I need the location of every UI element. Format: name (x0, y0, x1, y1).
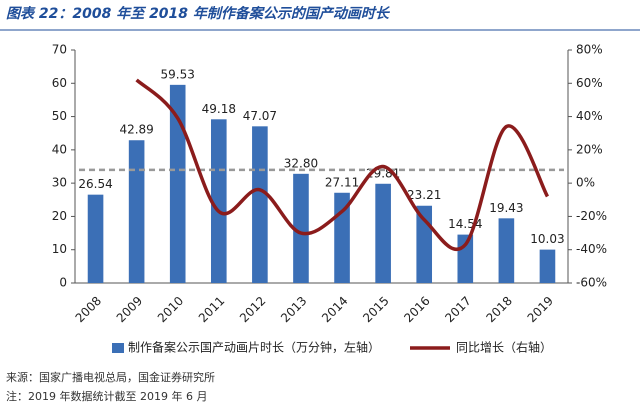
bar (498, 218, 515, 283)
value-label: 42.89 (119, 123, 153, 137)
x-tick-label: 2009 (114, 294, 145, 325)
x-tick-label: 2019 (525, 294, 556, 325)
y-tick-label: 60 (52, 76, 67, 90)
y2-tick-label: 40% (576, 109, 603, 123)
bar (293, 173, 309, 283)
value-label: 49.18 (202, 102, 236, 116)
value-label: 47.07 (243, 109, 277, 123)
source-note: 来源：国家广播电视总局，国金证券研究所 (6, 370, 215, 384)
x-tick-label: 2010 (155, 294, 186, 325)
y-tick-label: 0 (59, 276, 67, 290)
yoy-line (135, 78, 550, 252)
legend-swatch (112, 343, 124, 353)
y-tick-label: 10 (52, 242, 67, 256)
bar (539, 249, 556, 283)
legend-label: 同比增长（右轴） (456, 340, 552, 355)
value-label: 10.03 (530, 232, 564, 246)
x-tick-label: 2015 (360, 294, 391, 325)
y-tick-label: 50 (52, 109, 67, 123)
x-tick-label: 2012 (237, 294, 268, 325)
x-tick-label: 2014 (319, 294, 350, 325)
y2-tick-label: 0% (576, 176, 595, 190)
bar (210, 119, 227, 283)
value-label: 26.54 (78, 177, 112, 191)
y-tick-label: 70 (52, 43, 67, 57)
value-label: 19.43 (489, 201, 523, 215)
bar (375, 183, 391, 283)
x-tick-label: 2008 (73, 294, 104, 325)
value-label: 59.53 (161, 67, 195, 81)
bar (252, 126, 268, 283)
y2-tick-label: 20% (576, 142, 603, 156)
x-tick-label: 2016 (401, 294, 432, 325)
y-tick-label: 30 (52, 176, 67, 190)
bar (87, 194, 104, 283)
y2-tick-label: 80% (576, 43, 603, 57)
chart-title: 图表 22：2008 年至 2018 年制作备案公示的国产动画时长 (6, 5, 391, 22)
value-label: 27.11 (325, 175, 359, 189)
value-label: 32.80 (284, 156, 318, 170)
y2-tick-label: -40% (576, 242, 607, 256)
x-tick-label: 2011 (196, 294, 227, 325)
x-tick-label: 2018 (483, 294, 514, 325)
y2-tick-label: 60% (576, 76, 603, 90)
y2-tick-label: -60% (576, 276, 607, 290)
y2-tick-label: -20% (576, 209, 607, 223)
legend-label: 制作备案公示国产动画片时长（万分钟，左轴） (128, 340, 380, 355)
bar (128, 140, 145, 283)
x-tick-label: 2013 (278, 294, 309, 325)
value-label: 23.21 (407, 188, 441, 202)
bar (169, 84, 186, 283)
footnote: 注：2019 年数据统计截至 2019 年 6 月 (6, 389, 207, 403)
y-tick-label: 20 (52, 209, 67, 223)
y-tick-label: 40 (52, 142, 67, 156)
x-tick-label: 2017 (442, 294, 473, 325)
